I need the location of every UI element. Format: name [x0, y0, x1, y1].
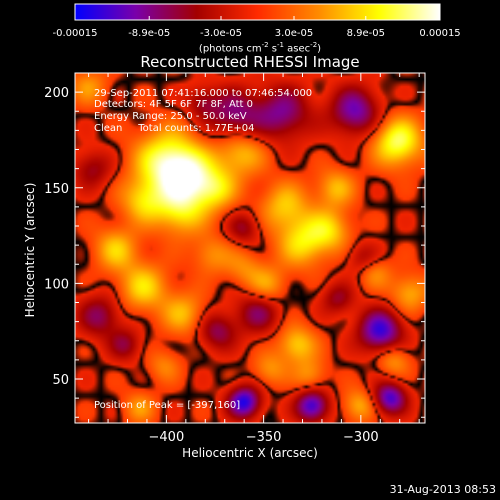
y-tick-label: 200 — [44, 86, 69, 101]
info-annotations: 29-Sep-2011 07:41:16.000 to 07:46:54.000… — [94, 88, 312, 411]
colorbar-tick-label: 8.9e-05 — [347, 28, 385, 39]
y-tick-label: 50 — [52, 373, 69, 388]
colorbar-tick-label: -0.00015 — [53, 28, 98, 39]
x-tick-label: −350 — [246, 430, 282, 445]
colorbar: -0.00015 -8.9e-05 -3.0e-05 3.0e-05 8.9e-05 0.… — [53, 3, 461, 39]
colorbar-tick-label: 0.00015 — [419, 28, 460, 39]
y-tick-label: 150 — [44, 182, 69, 197]
colorbar-tick-label: 3.0e-05 — [275, 28, 313, 39]
info-time-range: 29-Sep-2011 07:41:16.000 to 07:46:54.000 — [94, 88, 312, 99]
colorbar-frame — [74, 3, 441, 21]
info-energy-range: Energy Range: 25.0 - 50.0 keV — [94, 111, 247, 122]
chart-title: Reconstructed RHESSI Image — [140, 53, 360, 71]
y-tick-label: 100 — [44, 277, 69, 292]
y-axis-label: Heliocentric Y (arcsec) — [23, 182, 37, 318]
plot-axes: −400 −350 −300 50 100 150 200 — [44, 72, 426, 445]
heatmap-image — [75, 73, 425, 423]
x-tick-label: −300 — [343, 430, 379, 445]
colorbar-tick-label: -3.0e-05 — [200, 28, 242, 39]
x-tick-label: −400 — [149, 430, 185, 445]
colorbar-ticks: -0.00015 -8.9e-05 -3.0e-05 3.0e-05 8.9e-05 0.… — [53, 16, 461, 39]
info-clean-counts: Clean Total counts: 1.77E+04 — [94, 123, 254, 134]
axis-ticks: −400 −350 −300 50 100 150 200 — [44, 72, 425, 445]
colorbar-tick-label: -8.9e-05 — [128, 28, 170, 39]
peak-position-text: Position of Peak = [-397,160] — [94, 400, 240, 411]
heatmap — [75, 73, 425, 423]
footer-timestamp: 31-Aug-2013 08:53 — [389, 483, 496, 496]
info-detectors: Detectors: 4F 5F 6F 7F 8F, Att 0 — [94, 99, 253, 110]
x-axis-label: Heliocentric X (arcsec) — [182, 446, 318, 460]
colorbar-gradient — [75, 4, 440, 20]
colorbar-units-label: (photons cm-2 s-1 asec-2) — [198, 41, 322, 55]
plot-frame — [74, 72, 426, 424]
